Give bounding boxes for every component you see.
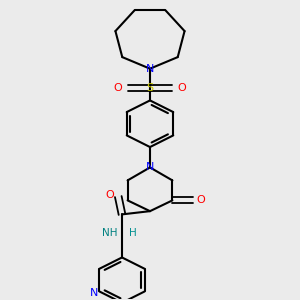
Text: O: O [197,195,206,206]
Text: O: O [106,190,114,200]
Text: H: H [129,228,136,238]
Text: S: S [146,83,154,93]
Text: O: O [178,83,187,93]
Text: NH: NH [102,228,118,238]
Text: N: N [90,288,98,298]
Text: N: N [146,64,154,74]
Text: N: N [146,162,154,172]
Text: O: O [113,83,122,93]
